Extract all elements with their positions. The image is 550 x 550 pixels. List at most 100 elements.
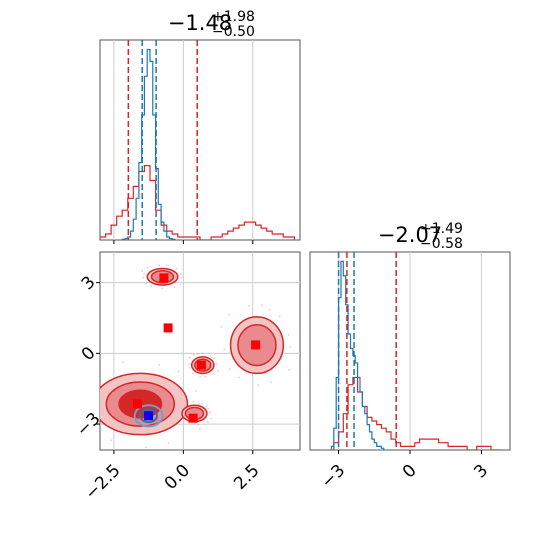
marginal-panel-1-ticks [113,240,254,244]
marginal-panel-1-title: −1.48 [168,11,232,35]
marginal-2-hist-series-2 [330,260,385,450]
joint-sample-dot [207,421,209,423]
joint-sample-dot [161,287,164,290]
marginal-panel-2-title-minus: −0.58 [420,236,463,252]
joint-red-marker [133,399,142,409]
marginal-panel-1-quantile-lines [127,40,198,240]
joint-sample-dot [141,269,144,272]
joint-sample-dot [289,346,291,348]
joint-panel: −2.5 0.0 2.5−303 [73,251,301,504]
joint-sample-dot [175,267,178,270]
joint-sample-dot [213,373,216,376]
joint-sample-dot [220,325,223,328]
joint-sample-dot [192,353,195,356]
joint-sample-dot [278,315,281,318]
joint-sample-dot [179,283,182,286]
joint-sample-dot [261,304,263,307]
marginal-2-tick-label: 3 [470,461,492,483]
joint-sample-dot [167,442,170,445]
joint-sample-dot [248,305,251,307]
joint-sample-dot [74,386,76,388]
joint-sample-dot [145,446,148,449]
marginal-panel-2-quantile-lines [337,252,397,450]
marginal-panel-2: −3 0 3 −2.07 +1.49 −0.58 [309,221,511,492]
joint-sample-dot [183,421,185,423]
joint-sample-dot [188,423,190,425]
joint-sample-dot [142,276,145,279]
joint-sample-dot [209,411,211,413]
joint-sample-dot [228,313,231,316]
joint-sample-dot [201,402,204,405]
joint-sample-dot [188,363,190,366]
joint-sample-dot [192,372,194,375]
joint-sample-dot [81,410,83,412]
marginal-1-hist-series-2 [121,48,176,240]
joint-sample-dot [288,368,291,371]
joint-sample-dot [216,369,219,372]
joint-sample-dot [110,439,113,442]
joint-sample-dot [87,372,89,374]
joint-sample-dot [158,364,161,366]
joint-sample-dot [173,286,176,289]
marginal-2-hist-series-1 [333,376,501,450]
marginal-panel-2-title-value: −2.07 [378,223,442,247]
joint-red-marker [196,360,206,370]
joint-sample-dot [197,423,200,426]
joint-sample-dot [208,413,211,415]
joint-sample-dot [194,390,197,392]
joint-x-tick-label: 0.0 [161,461,194,494]
joint-sample-dot [199,375,202,378]
marginal-panel-1-grid [113,40,254,240]
joint-sample-dot [210,417,213,420]
joint-sample-dot [268,308,271,311]
joint-sample-dot [177,370,180,373]
joint-red-marker [159,273,169,283]
joint-sample-dot [215,363,218,366]
joint-x-tick-label: −2.5 [81,461,124,504]
marginal-2-tick-label: −3 [317,461,349,493]
joint-panel-points [133,273,261,423]
marginal-panel-2-ticks: −3 0 3 [317,450,492,492]
marginal-panel-1-title-value: −1.48 [168,11,232,35]
joint-sample-dot [201,352,204,355]
marginal-panel-1-title-plus: +1.98 [212,9,255,25]
joint-sample-dot [209,354,212,357]
joint-sample-dot [198,403,201,405]
joint-red-marker [188,413,198,423]
joint-sample-dot [287,333,290,336]
joint-sample-dot [158,264,161,267]
joint-sample-dot [146,266,149,269]
joint-red-marker [163,323,173,333]
joint-sample-dot [188,356,191,359]
joint-sample-dot [122,361,124,363]
joint-sample-dot [150,285,153,287]
joint-blue-contour-inner [139,408,158,424]
joint-blue-contour-outer [133,404,164,428]
joint-sample-dot [223,348,226,351]
joint-sample-dot [199,427,201,430]
joint-panel-frame [99,251,301,451]
joint-sample-dot [196,353,199,356]
joint-sample-dot [207,407,210,410]
joint-sample-dot [143,273,146,275]
joint-sample-dot [165,264,168,267]
joint-panel-contours [74,264,291,449]
joint-y-tick-label: 3 [78,272,100,294]
marginal-panel-2-title: −2.07 [378,223,442,247]
joint-red-marker [251,340,261,350]
marginal-2-tick-label: 0 [399,461,421,483]
joint-sample-dot [145,282,148,285]
joint-sample-dot [238,376,241,379]
joint-x-tick-label: 2.5 [230,461,263,494]
joint-sample-dot [213,357,216,360]
marginal-panel-1-title-minus: −0.50 [212,24,255,40]
joint-sample-dot [192,400,195,403]
joint-sample-dot [204,375,207,378]
joint-y-tick-label: 0 [78,343,100,365]
joint-sample-dot [206,405,208,408]
joint-sample-dot [188,367,191,369]
joint-sample-dot [257,384,260,387]
joint-sample-dot [228,368,231,370]
joint-sample-dot [270,381,272,384]
